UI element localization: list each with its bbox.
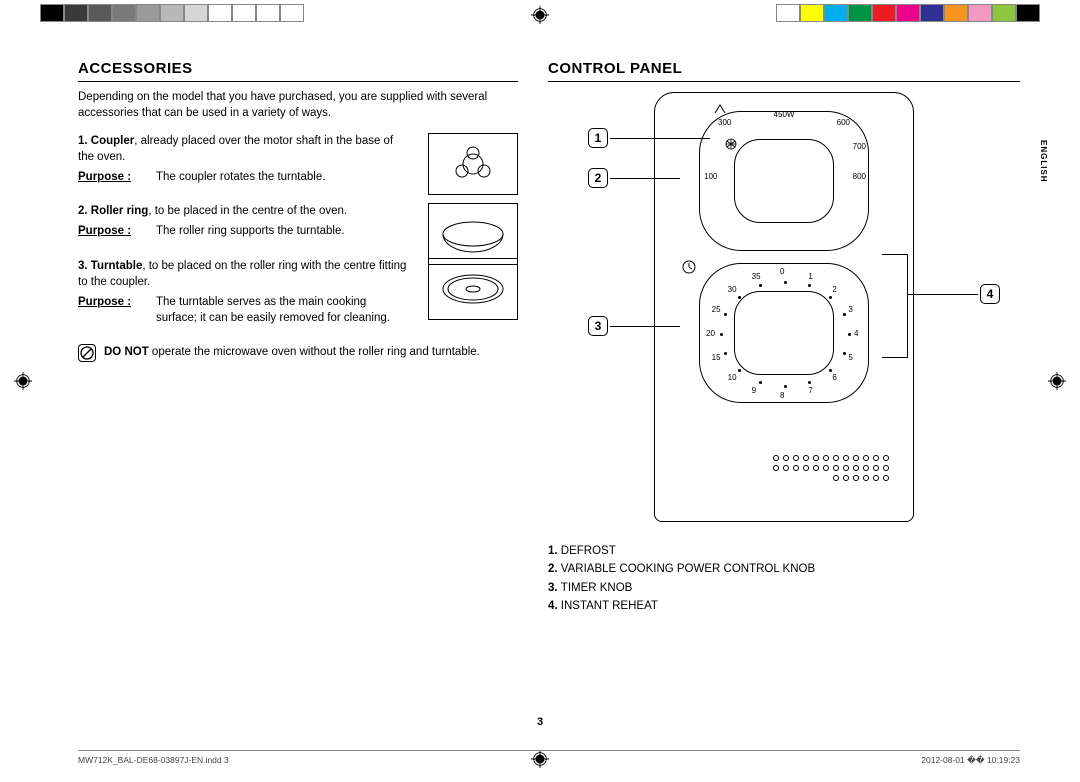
legend-item: DEFROST <box>548 542 1020 560</box>
scale-label: 100 <box>704 172 717 181</box>
timer-scale: 0 1 2 3 4 5 6 7 8 9 10 15 20 25 30 35 <box>700 264 868 402</box>
callout-3: 3 <box>588 316 608 336</box>
coupler-icon <box>428 133 518 195</box>
scale-label: 800 <box>853 172 866 181</box>
registration-mark <box>1048 372 1066 390</box>
accessory-item: Roller ring, to be placed in the centre … <box>78 203 518 239</box>
footer-filename: MW712K_BAL-DE68-03897J-EN.indd 3 <box>78 755 229 766</box>
prohibit-icon <box>78 344 96 362</box>
warning-row: DO NOT operate the microwave oven withou… <box>78 344 518 362</box>
page-number: 3 <box>537 716 543 728</box>
warning-text: DO NOT operate the microwave oven withou… <box>104 344 480 362</box>
purpose-label: Purpose : <box>78 223 148 239</box>
callout-2: 2 <box>588 168 608 188</box>
timer-label: 3 <box>848 305 852 314</box>
timer-label: 1 <box>808 272 812 281</box>
legend-item: INSTANT REHEAT <box>548 597 1020 615</box>
snowflake-icon <box>724 138 738 150</box>
timer-label: 10 <box>728 373 737 382</box>
purpose-text: The coupler rotates the turntable. <box>148 169 408 185</box>
purpose-label: Purpose : <box>78 294 148 326</box>
accessory-title: Coupler <box>91 135 134 147</box>
color-bar-left <box>40 4 304 22</box>
roller-ring-icon <box>428 203 518 265</box>
scale-label: 600 <box>837 118 850 127</box>
control-panel-column: CONTROL PANEL 450W 300 100 600 700 800 <box>548 60 1020 742</box>
defrost-icon <box>714 104 726 114</box>
language-tab: ENGLISH <box>1039 140 1048 183</box>
turntable-icon <box>428 258 518 320</box>
clock-icon <box>682 260 696 274</box>
color-bar-right <box>776 4 1040 22</box>
timer-label: 30 <box>728 285 737 294</box>
timer-label: 6 <box>832 373 836 382</box>
legend-item: VARIABLE COOKING POWER CONTROL KNOB <box>548 560 1020 578</box>
callout-1: 1 <box>588 128 608 148</box>
panel-diagram-wrap: 450W 300 100 600 700 800 0 1 2 3 4 5 6 7 8 9 10 15 2… <box>548 92 1020 522</box>
power-knob: 450W 300 100 600 700 800 <box>699 111 869 251</box>
timer-label: 0 <box>780 267 784 276</box>
timer-label: 20 <box>706 329 715 338</box>
timer-label: 8 <box>780 391 784 400</box>
timer-label: 7 <box>808 386 812 395</box>
control-panel-diagram: 450W 300 100 600 700 800 0 1 2 3 4 5 6 7 8 9 10 15 2… <box>654 92 914 522</box>
scale-label: 700 <box>853 142 866 151</box>
timer-label: 5 <box>848 353 852 362</box>
purpose-label: Purpose : <box>78 169 148 185</box>
accessories-list: Coupler, already placed over the motor s… <box>78 133 518 326</box>
accessories-column: ACCESSORIES Depending on the model that … <box>78 60 518 742</box>
registration-mark <box>531 6 549 24</box>
timer-label: 35 <box>752 272 761 281</box>
accessory-title: Roller ring <box>91 205 149 217</box>
timer-label: 25 <box>712 305 721 314</box>
accessory-title: Turntable <box>91 260 143 272</box>
timer-knob: 0 1 2 3 4 5 6 7 8 9 10 15 20 25 30 35 <box>699 263 869 403</box>
speaker-grille <box>769 433 889 503</box>
scale-label: 450W <box>774 110 795 119</box>
legend-item: TIMER KNOB <box>548 579 1020 597</box>
timer-label: 2 <box>832 285 836 294</box>
timer-label: 9 <box>752 386 756 395</box>
footer-timestamp: 2012-08-01 �� 10:19:23 <box>921 755 1020 766</box>
accessory-item: Turntable, to be placed on the roller ri… <box>78 258 518 326</box>
control-panel-legend: DEFROST VARIABLE COOKING POWER CONTROL K… <box>548 542 1020 616</box>
purpose-text: The turntable serves as the main cooking… <box>148 294 408 326</box>
scale-label: 300 <box>718 118 731 127</box>
print-footer: MW712K_BAL-DE68-03897J-EN.indd 3 2012-08… <box>78 750 1020 766</box>
timer-label: 15 <box>712 353 721 362</box>
accessories-heading: ACCESSORIES <box>78 60 518 82</box>
accessory-desc: , to be placed in the centre of the oven… <box>148 205 347 217</box>
timer-label: 4 <box>854 329 858 338</box>
control-panel-heading: CONTROL PANEL <box>548 60 1020 82</box>
accessory-item: Coupler, already placed over the motor s… <box>78 133 518 185</box>
accessories-intro: Depending on the model that you have pur… <box>78 90 518 121</box>
registration-mark <box>14 372 32 390</box>
callout-4: 4 <box>980 284 1000 304</box>
page-content: ACCESSORIES Depending on the model that … <box>78 60 1020 742</box>
purpose-text: The roller ring supports the turntable. <box>148 223 408 239</box>
